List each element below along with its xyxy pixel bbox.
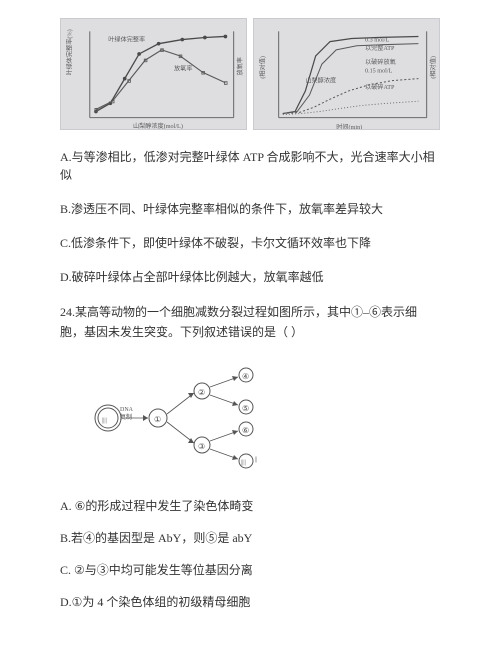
svg-text:放氧率: 放氧率 [236,57,244,75]
opt-23-C: C.低渗条件下，即使叶绿体不破裂，卡尔文循环效率也下降 [60,234,440,252]
opt-23-D: D.破碎叶绿体占全部叶绿体比例越大，放氧率越低 [60,268,440,286]
x-label-right: 时间(min) [336,123,362,130]
svg-text:叶绿体完整率(%): 叶绿体完整率(%) [65,29,73,75]
opt-23-A: A.与等渗相比，低渗对完整叶绿体 ATP 合成影响不大，光合速率大小相似 [60,148,440,184]
legend-left-2: 放氧率 [174,64,192,72]
svg-text:复制: 复制 [120,413,132,421]
legend-left-1: 叶绿体完整率 [108,36,145,44]
question24-options: A. ⑥的形成过程中发生了染色体畸变 B.若④的基因型是 AbY，则⑤是 abY… [60,497,440,611]
chart-row: 取出销坝的地 叶绿体完整率(%) 放氧率 山梨醇浓度(mol/L) 叶绿体完整率… [60,18,440,130]
svg-text:以破碎ATP: 以破碎ATP [365,83,395,91]
svg-text:||: || [255,457,257,463]
question24-stem: 24.某高等动物的一个细胞减数分裂过程如图所示，其中①–⑥表示细胞，基因未发生突… [60,302,440,343]
node-2: ② [198,388,205,397]
svg-text:(相对值): (相对值) [258,56,266,79]
svg-text:||||: |||| [241,460,246,466]
opt-24-D: D.①为 4 个染色体组的初级精母细胞 [60,593,440,611]
left-chart-svg: 叶绿体完整率(%) 放氧率 山梨醇浓度(mol/L) 叶绿体完整率 放氧率 [61,19,246,130]
opt-23-B: B.渗透压不同、叶绿体完整率相似的条件下，放氧率差异较大 [60,200,440,218]
svg-text:0.3 mol/L: 0.3 mol/L [365,38,390,44]
svg-text:||||: |||| [102,418,107,424]
node-1: ① [154,415,161,424]
right-chart: (相对值) (相对值) 时间(min) 0.3 mol/L 以完整ATP 以破碎… [253,18,440,130]
x-label-left: 山梨醇浓度(mol/L) [133,122,183,130]
node-5: ⑤ [242,404,249,413]
svg-text:DNA: DNA [120,407,134,413]
svg-text:以完整ATP: 以完整ATP [365,44,395,52]
opt-24-A: A. ⑥的形成过程中发生了染色体畸变 [60,497,440,515]
svg-text:(相对值): (相对值) [429,56,437,79]
svg-text:以破碎放氧: 以破碎放氧 [365,58,396,66]
node-3: ③ [198,442,205,451]
right-pointer: 山梨醇浓度 [305,77,336,85]
node-4: ④ [242,372,249,381]
question23-options: A.与等渗相比，低渗对完整叶绿体 ATP 合成影响不大，光合速率大小相似 B.渗… [60,148,440,286]
right-chart-svg: (相对值) (相对值) 时间(min) 0.3 mol/L 以完整ATP 以破碎… [254,19,439,130]
opt-24-B: B.若④的基因型是 AbY，则⑤是 abY [60,529,440,547]
meiosis-diagram: |||| DNA 复制 ① ② ③ ④ ⑤ [90,363,440,477]
left-chart: 取出销坝的地 叶绿体完整率(%) 放氧率 山梨醇浓度(mol/L) 叶绿体完整率… [60,18,247,130]
svg-text:0.15 mol/L: 0.15 mol/L [365,68,393,74]
opt-24-C: C. ②与③中均可能发生等位基因分离 [60,561,440,579]
node-6: ⑥ [242,426,249,435]
